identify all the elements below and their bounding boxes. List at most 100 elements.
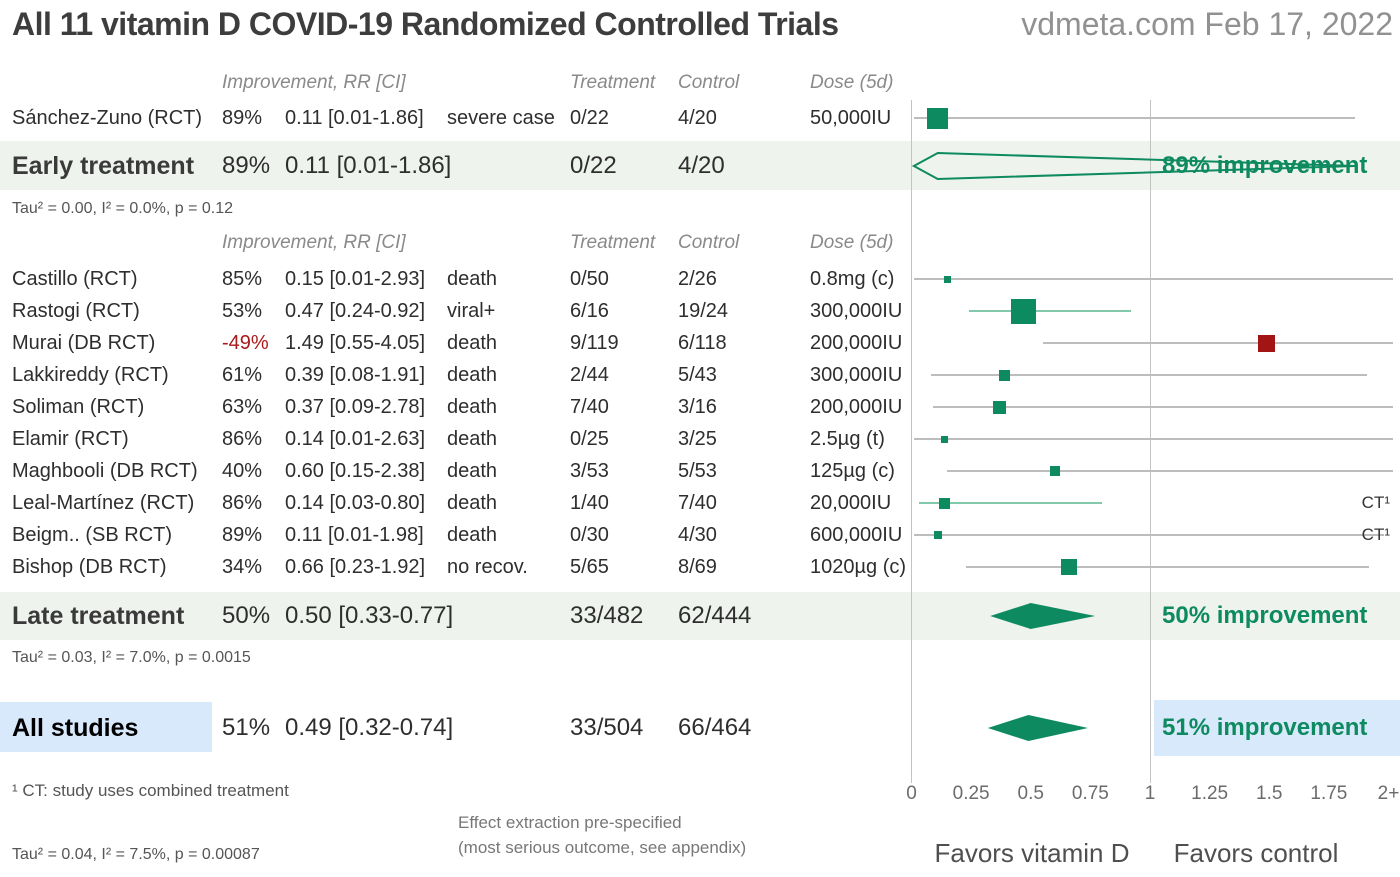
effect-extraction-note: Effect extraction pre-specified (most se… — [458, 810, 746, 860]
improvement-label: 50% improvement — [1162, 602, 1368, 629]
rr-ci: 0.14 [0.03-0.80] — [285, 492, 426, 514]
control-count: 5/53 — [678, 460, 717, 482]
dose: 300,000IU — [810, 364, 903, 386]
ct-footnote: ¹ CT: study uses combined treatment — [12, 781, 289, 800]
effect-marker — [1060, 559, 1077, 575]
dose: 0.8mg (c) — [810, 268, 895, 290]
col-treatment: Treatment — [570, 232, 656, 253]
outcome: severe case — [447, 107, 555, 129]
study-row: Sánchez-Zuno (RCT) 89% 0.11 [0.01-1.86] sev… — [0, 104, 1400, 132]
dose: 200,000IU — [810, 332, 903, 354]
dose: 300,000IU — [810, 300, 903, 322]
outcome: death — [447, 492, 498, 514]
treatment-count: 3/53 — [570, 460, 609, 482]
axis-tick-label: 1.75 — [1310, 783, 1348, 804]
treatment-count: 0/30 — [570, 524, 609, 546]
rr-ci: 0.60 [0.15-2.38] — [285, 460, 426, 482]
control-count: 66/464 — [678, 714, 752, 741]
study-name: Sánchez-Zuno (RCT) — [12, 107, 203, 129]
source-date: vdmeta.com Feb 17, 2022 — [1021, 6, 1393, 42]
control-count: 5/43 — [678, 364, 717, 386]
dose: 600,000IU — [810, 524, 903, 546]
study-name: Soliman (RCT) — [12, 396, 145, 418]
study-name: Maghbooli (DB RCT) — [12, 460, 198, 482]
improvement-pct: 53% — [222, 300, 263, 322]
effect-marker — [941, 435, 949, 443]
ct-note: CT¹ — [1361, 493, 1390, 512]
col-treatment: Treatment — [570, 72, 656, 93]
tau-note-late: Tau² = 0.03, I² = 7.0%, p = 0.0015 — [12, 649, 251, 666]
improvement-label: 51% improvement — [1162, 714, 1368, 741]
summary-name: All studies — [12, 714, 139, 742]
study-name: Elamir (RCT) — [12, 428, 129, 450]
treatment-count: 33/504 — [570, 714, 644, 741]
treatment-count: 2/44 — [570, 364, 609, 386]
control-count: 6/118 — [678, 332, 727, 354]
study-row: Bishop (DB RCT) 34% 0.66 [0.23-1.92] no rec… — [0, 553, 1400, 581]
effect-extraction-line1: Effect extraction pre-specified — [458, 813, 682, 832]
all-studies-highlight — [0, 702, 212, 752]
improvement-label: 89% improvement — [1162, 152, 1368, 179]
study-row: Castillo (RCT) 85% 0.15 [0.01-2.93] death 0/… — [0, 265, 1400, 293]
tau-note-overall: Tau² = 0.04, I² = 7.5%, p = 0.00087 — [12, 846, 260, 863]
outcome: death — [447, 332, 498, 354]
ci-line — [913, 278, 1393, 280]
ci-line — [966, 566, 1370, 568]
rr-ci: 0.50 [0.33-0.77] — [285, 602, 454, 629]
improvement-pct: 89% — [222, 152, 271, 179]
control-count: 62/444 — [678, 602, 752, 629]
ci-line — [913, 438, 1393, 440]
outcome: death — [447, 524, 498, 546]
study-row: Elamir (RCT) 86% 0.14 [0.01-2.63] death 0/25… — [0, 425, 1400, 453]
summary-name: Early treatment — [12, 152, 195, 180]
reference-gridline-one — [1150, 100, 1151, 783]
improvement-pct: -49% — [222, 332, 269, 354]
col-improvement: Improvement, RR [CI] — [222, 232, 406, 253]
favors-vitamin-d-label: Favors vitamin D — [934, 838, 1130, 868]
ci-line — [913, 117, 1356, 119]
treatment-count: 0/25 — [570, 428, 609, 450]
page-title: All 11 vitamin D COVID-19 Randomized Con… — [12, 6, 839, 42]
rr-ci: 0.66 [0.23-1.92] — [285, 556, 426, 578]
outcome: death — [447, 396, 498, 418]
study-row: Beigm.. (SB RCT) 89% 0.11 [0.01-1.98] death… — [0, 521, 1400, 549]
column-header-row: Improvement, RR [CI] Treatment Control D… — [0, 72, 1400, 96]
axis-tick-label: 0 — [906, 783, 917, 804]
treatment-count: 0/50 — [570, 268, 609, 290]
improvement-pct: 50% — [222, 602, 271, 629]
study-row: Soliman (RCT) 63% 0.37 [0.09-2.78] death 7/4… — [0, 393, 1400, 421]
effect-marker — [927, 107, 949, 129]
effect-marker — [933, 531, 942, 539]
rr-ci: 0.49 [0.32-0.74] — [285, 714, 454, 741]
favors-control-label: Favors control — [1173, 838, 1339, 868]
axis-tick-label: 0.75 — [1071, 783, 1109, 804]
dose: 200,000IU — [810, 396, 903, 418]
treatment-count: 9/119 — [570, 332, 619, 354]
dose: 1020µg (c) — [810, 556, 907, 578]
dose: 2.5µg (t) — [810, 428, 885, 450]
col-dose: Dose (5d) — [810, 72, 894, 93]
col-control: Control — [678, 72, 740, 93]
rr-ci: 1.49 [0.55-4.05] — [285, 332, 426, 354]
improvement-pct: 89% — [222, 107, 263, 129]
treatment-count: 5/65 — [570, 556, 609, 578]
outcome: death — [447, 460, 498, 482]
summary-row: Late treatment 50% 0.50 [0.33-0.77] 33/482 6… — [0, 598, 1400, 634]
effect-marker — [999, 369, 1010, 381]
improvement-pct: 40% — [222, 460, 263, 482]
summary-row: All studies 51% 0.49 [0.32-0.74] 33/504 66/4… — [0, 710, 1400, 746]
summary-row: Early treatment 89% 0.11 [0.01-1.86] 0/22 4/… — [0, 148, 1400, 184]
axis-tick-label: 2+ — [1377, 783, 1400, 804]
ci-line — [1042, 342, 1393, 344]
study-row: Rastogi (RCT) 53% 0.47 [0.24-0.92] viral+ 6/… — [0, 297, 1400, 325]
axis-tick-label: 1.25 — [1191, 783, 1229, 804]
tau-note-early: Tau² = 0.00, I² = 0.0%, p = 0.12 — [12, 200, 234, 217]
rr-ci: 0.11 [0.01-1.86] — [285, 152, 452, 179]
col-control: Control — [678, 232, 740, 253]
ci-line — [932, 406, 1393, 408]
treatment-count: 0/22 — [570, 107, 609, 129]
control-count: 3/16 — [678, 396, 717, 418]
study-name: Castillo (RCT) — [12, 268, 138, 290]
column-header-row: Improvement, RR [CI] Treatment Control D… — [0, 232, 1400, 256]
